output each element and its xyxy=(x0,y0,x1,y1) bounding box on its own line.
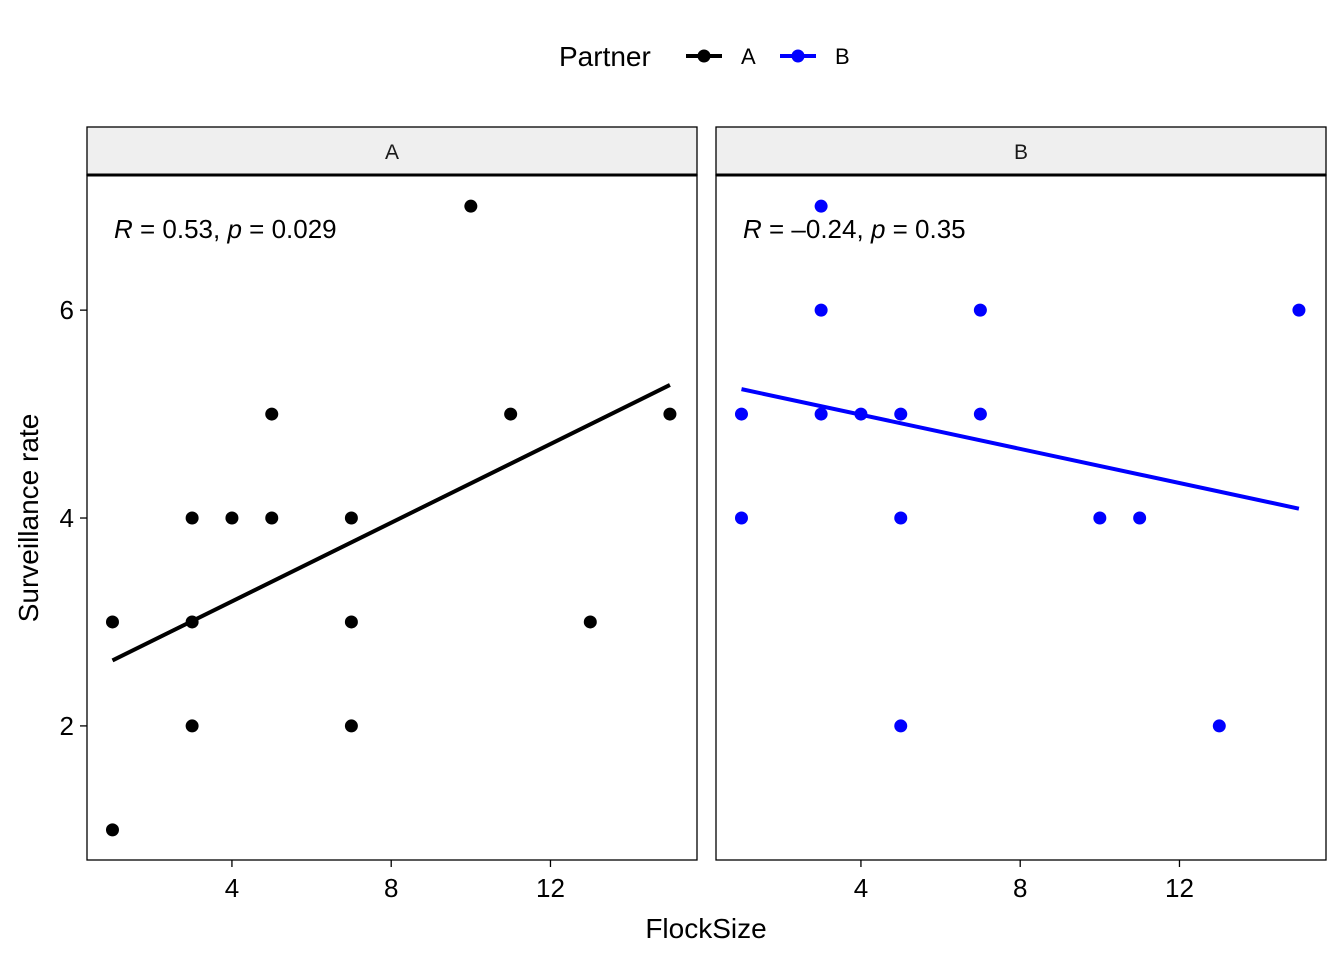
data-point xyxy=(105,615,119,629)
legend: Partner A B xyxy=(559,41,850,72)
legend-title: Partner xyxy=(559,41,651,72)
data-point xyxy=(894,407,908,421)
data-point xyxy=(973,407,987,421)
data-point xyxy=(105,823,119,837)
stat-symbol: R xyxy=(743,214,762,244)
stat-symbol: R xyxy=(114,214,133,244)
stat-value: = –0.24, xyxy=(762,214,871,244)
data-point xyxy=(814,407,828,421)
data-point xyxy=(344,511,358,525)
data-point xyxy=(504,407,518,421)
data-point xyxy=(225,511,239,525)
data-point xyxy=(894,719,908,733)
regression-line xyxy=(111,383,671,663)
x-tick-label: 8 xyxy=(1013,873,1027,903)
data-point xyxy=(894,511,908,525)
data-point xyxy=(734,407,748,421)
legend-label: B xyxy=(835,44,850,69)
x-tick-label: 4 xyxy=(854,873,868,903)
stat-value: = 0.35 xyxy=(885,214,965,244)
strip-background xyxy=(86,126,698,176)
data-point xyxy=(1133,511,1147,525)
data-point xyxy=(663,407,677,421)
y-axis-label: Surveillance rate xyxy=(13,414,44,623)
panel-border xyxy=(86,174,698,861)
data-point xyxy=(1212,719,1226,733)
stat-value: = 0.53, xyxy=(133,214,228,244)
x-tick-label: 4 xyxy=(225,873,239,903)
panel-border xyxy=(715,174,1327,861)
data-point xyxy=(265,407,279,421)
y-tick-label: 4 xyxy=(60,503,74,533)
panel-B: B R = –0.24, p = 0.35 4 8 12 xyxy=(715,126,1327,903)
data-point xyxy=(344,615,358,629)
data-point xyxy=(185,719,199,733)
data-point xyxy=(583,615,597,629)
data-point xyxy=(344,719,358,733)
data-point xyxy=(185,511,199,525)
y-tick-label: 2 xyxy=(60,711,74,741)
x-tick-label: 12 xyxy=(1165,873,1194,903)
x-tick-label: 12 xyxy=(536,873,565,903)
panel-A: A R = 0.53, p = 0.029 4 8 12 2 4 6 xyxy=(60,126,698,903)
x-tick-label: 8 xyxy=(384,873,398,903)
stat-value: = 0.029 xyxy=(242,214,337,244)
regression-line xyxy=(741,387,1300,511)
data-point xyxy=(814,303,828,317)
legend-key-point xyxy=(791,49,805,63)
x-axis-label: FlockSize xyxy=(645,913,766,944)
correlation-annotation: R = 0.53, p = 0.029 xyxy=(114,214,337,244)
data-point xyxy=(464,199,478,213)
y-tick-label: 6 xyxy=(60,295,74,325)
data-point xyxy=(973,303,987,317)
correlation-annotation: R = –0.24, p = 0.35 xyxy=(743,214,966,244)
strip-label: A xyxy=(385,141,399,164)
stat-symbol: p xyxy=(226,214,241,244)
data-point xyxy=(265,511,279,525)
strip-label: B xyxy=(1014,141,1028,164)
strip-background xyxy=(715,126,1327,176)
data-point xyxy=(814,199,828,213)
legend-label: A xyxy=(741,44,756,69)
data-point xyxy=(1292,303,1306,317)
data-point xyxy=(734,511,748,525)
data-point xyxy=(1093,511,1107,525)
legend-key-point xyxy=(697,49,711,63)
stat-symbol: p xyxy=(870,214,885,244)
